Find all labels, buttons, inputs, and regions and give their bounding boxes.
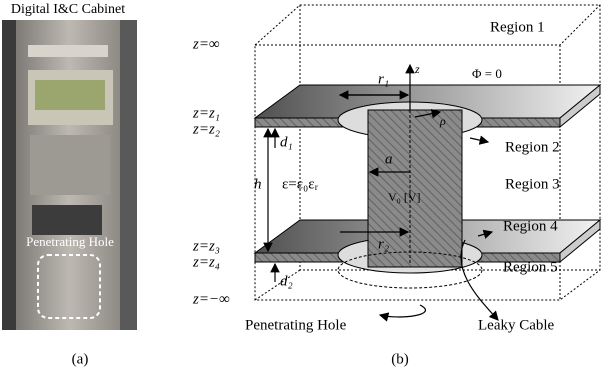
symbol: a xyxy=(385,151,393,167)
z-label: z=∞ xyxy=(192,36,220,52)
symbol: d₂ xyxy=(280,273,293,289)
symbol: z xyxy=(414,62,420,76)
symbol: Φ = 0 xyxy=(472,66,502,81)
symbol: ρ xyxy=(439,114,446,128)
symbol: d₁ xyxy=(280,134,293,150)
region-label: Region 5 xyxy=(503,259,558,275)
z-label: z=z₁ xyxy=(192,105,220,121)
region-label: Region 4 xyxy=(503,218,558,234)
z-label: z=−∞ xyxy=(192,291,230,307)
symbol: h xyxy=(254,176,262,192)
caption: (b) xyxy=(391,351,409,367)
symbol: V₀ [V] xyxy=(388,190,421,204)
symbol: ε=ε₀εᵣ xyxy=(282,176,319,192)
symbol: r₁ xyxy=(378,71,389,87)
z-label: z=z₄ xyxy=(192,254,220,270)
figure: Digital I&C Cabinet Penetrating Hole (a)… xyxy=(0,0,606,376)
z-label: z=z₃ xyxy=(192,238,220,254)
cabinet-photo xyxy=(2,20,137,330)
caption: (a) xyxy=(72,351,89,367)
z-label: z=z₂ xyxy=(192,121,220,137)
callout: Penetrating Hole xyxy=(245,317,347,333)
region-label: Region 3 xyxy=(505,176,560,192)
callout: Leaky Cable xyxy=(478,317,555,333)
photo-title: Digital I&C Cabinet xyxy=(11,2,125,17)
region-label: Region 2 xyxy=(505,139,560,155)
photo-label: Penetrating Hole xyxy=(26,234,114,249)
region-label: Region 1 xyxy=(490,19,545,35)
symbol: r₂ xyxy=(378,236,389,252)
